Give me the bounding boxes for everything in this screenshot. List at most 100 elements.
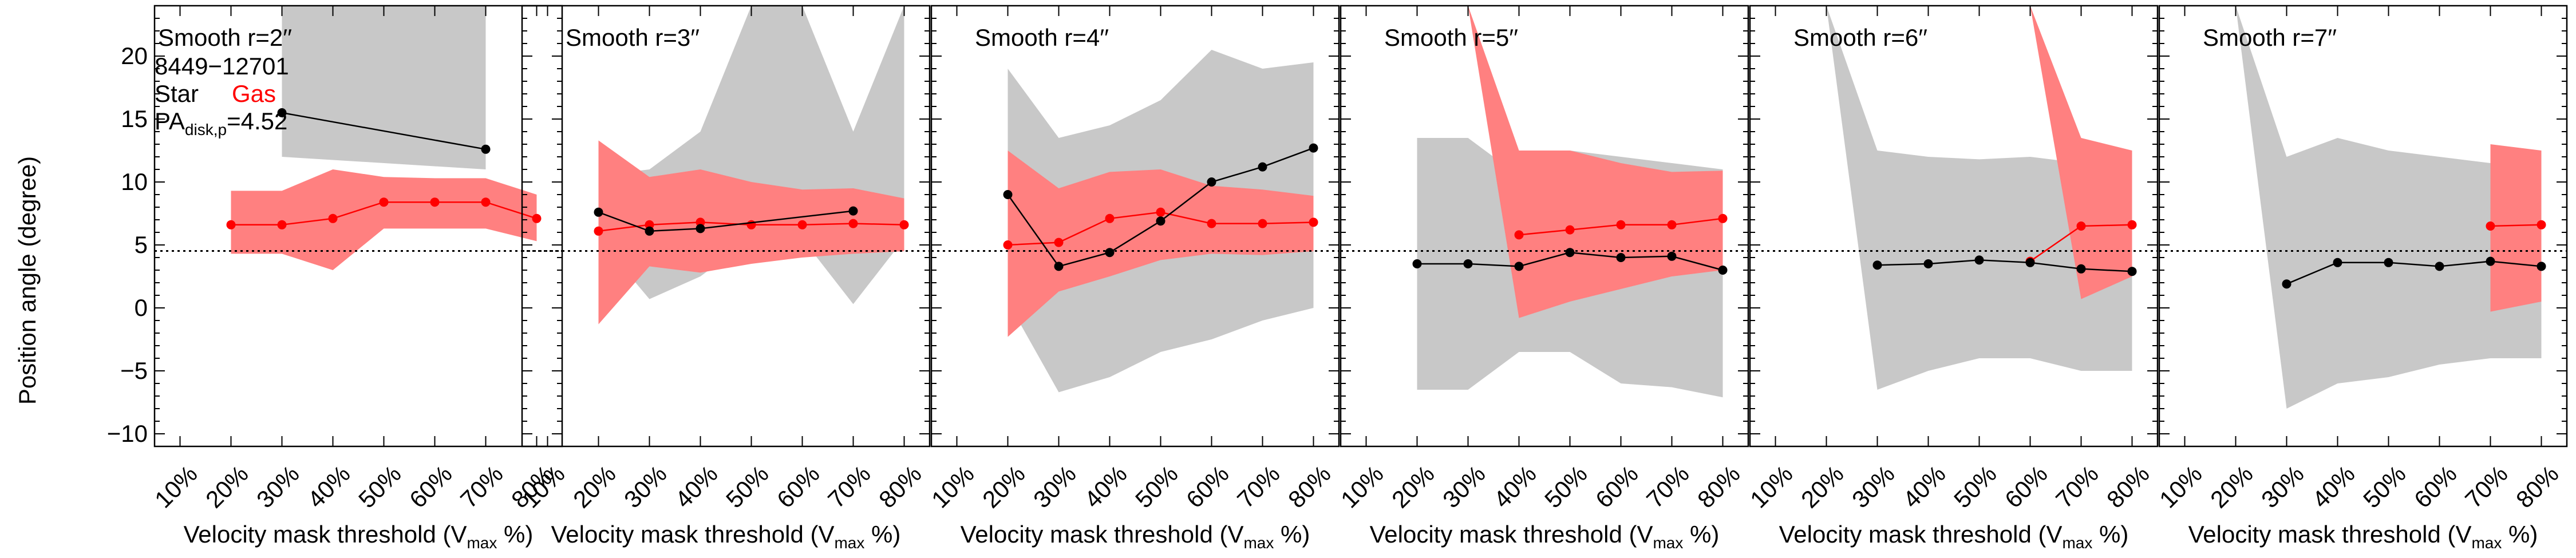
panel-2-gas-point [899, 220, 909, 229]
x-axis-title-sub: max [834, 534, 864, 552]
panel-3-x-tick-label: 30% [1028, 460, 1081, 513]
x-axis-title-sub: max [467, 534, 497, 552]
panel-6-x-tick-label: 80% [2511, 460, 2564, 513]
panel-2-x-tick-label: 40% [670, 460, 723, 513]
panel-3-star-point [1258, 162, 1267, 172]
panel-1-gas-point [430, 197, 440, 207]
panel-1-gas-band [231, 169, 537, 270]
galaxy-id: 8449−12701 [155, 53, 289, 80]
panel-3-star-point [1054, 262, 1064, 271]
x-axis-title-end: %) [1274, 521, 1310, 548]
panel-4-gas-band [1468, 6, 1723, 318]
panel-6-star-point [2537, 262, 2546, 271]
panel-4-x-tick-label: 30% [1437, 460, 1491, 513]
panel-4-star-point [1616, 253, 1626, 262]
panel-5-star-point [1974, 255, 1984, 265]
x-axis-title-sub: max [2471, 534, 2502, 552]
panel-6-x-tick-label: 20% [2205, 460, 2258, 513]
panel-1-x-tick-label: 60% [404, 460, 457, 513]
panel-4-x-tick-label: 50% [1539, 460, 1593, 513]
panel-3-title: Smooth r=4′′ [975, 24, 1109, 51]
panel-1-x-axis-title: Velocity mask threshold (Vmax %) [184, 521, 534, 552]
panel-3-gas-point [1105, 213, 1115, 223]
panel-3-gas-point [1054, 238, 1064, 247]
panel-1-x-tick-label: 10% [149, 460, 203, 513]
panel-5: 10%20%30%40%50%60%70%80% Smooth r=6′′ Velo… [1745, 5, 2159, 552]
legend-star-label: Star [155, 80, 199, 107]
panel-4-x-axis-title: Velocity mask threshold (Vmax %) [1370, 521, 1720, 552]
panel-1-title: Smooth r=2′′ [158, 24, 292, 51]
panel-1-x-tick-label: 40% [302, 460, 355, 513]
panel-5-gas-point [2127, 220, 2137, 229]
panel-6: 10%20%30%40%50%60%70%80% Smooth r=7′′ Velo… [2154, 5, 2568, 552]
panel-4-plot-area [1341, 6, 1748, 398]
panel-2-gas-point [746, 220, 756, 229]
panel-4-star-point [1565, 248, 1575, 258]
x-axis-title-main: Velocity mask threshold (V [961, 521, 1244, 548]
panel-1-gas-point [532, 213, 542, 223]
panel-4-star-point [1463, 259, 1473, 268]
panel-3-gas-point [1003, 240, 1013, 250]
panel-3-gas-point [1258, 219, 1267, 228]
panel-4-x-tick-label: 60% [1590, 460, 1643, 513]
panel-5-gas-point [2076, 221, 2086, 231]
x-axis-title-main: Velocity mask threshold (V [551, 521, 835, 548]
x-axis-title-end: %) [1683, 521, 1719, 548]
panel-1-x-tick-label: 70% [455, 460, 508, 513]
panel-1-star-band [282, 6, 486, 169]
panel-2-gas-point [594, 226, 603, 236]
panel-2-x-tick-label: 60% [772, 460, 825, 513]
y-tick-label: −5 [120, 357, 148, 384]
panel-6-gas-point [2486, 221, 2495, 231]
y-tick-label: 20 [121, 42, 148, 69]
pa-main: PA [155, 108, 185, 134]
panel-3-x-tick-label: 80% [1283, 460, 1336, 513]
panel-6-x-tick-label: 60% [2409, 460, 2462, 513]
panel-6-star-band [2235, 6, 2542, 409]
panel-6-gas-point [2537, 220, 2546, 229]
panel-2-gas-band [598, 140, 904, 324]
x-axis-title-end: %) [864, 521, 900, 548]
panel-5-frame [1749, 5, 2159, 448]
panel-2-gas-point [797, 220, 807, 229]
panel-4-star-point [1412, 259, 1422, 268]
panel-3-frame [930, 5, 1340, 448]
panel-6-star-point [2435, 262, 2444, 271]
panel-1-frame [153, 5, 563, 448]
panel-5-x-tick-label: 40% [1898, 460, 1951, 513]
panel-3-star-point [1003, 190, 1013, 199]
panel-2-frame [521, 5, 931, 448]
panel-4-gas-point [1514, 230, 1524, 240]
panel-6-gas-band [2490, 144, 2542, 312]
y-tick-label: −10 [107, 420, 148, 447]
panel-2-x-tick-label: 50% [721, 460, 774, 513]
pa-sub: disk,p [185, 121, 227, 138]
panel-4-x-tick-label: 40% [1488, 460, 1542, 513]
panel-2-x-tick-label: 20% [568, 460, 621, 513]
x-axis-title-sub: max [1653, 534, 1683, 552]
panel-6-gas-line [2490, 224, 2542, 227]
panel-4-gas-point [1718, 213, 1728, 223]
panel-6-star-point [2282, 279, 2291, 289]
panel-4-x-tick-label: 80% [1692, 460, 1745, 513]
pa-disk-label: PAdisk,p=4.52 [155, 108, 287, 138]
panel-4-gas-point [1565, 225, 1575, 235]
panel-6-star-point [2486, 256, 2495, 266]
panel-5-star-point [2127, 267, 2137, 276]
panel-3-x-tick-label: 10% [926, 460, 979, 513]
panel-4-star-point [1514, 262, 1524, 271]
panel-1-gas-point [481, 197, 491, 207]
panel-6-x-tick-label: 70% [2460, 460, 2513, 513]
x-axis-title-main: Velocity mask threshold (V [1779, 521, 2063, 548]
panel-1-plot-area [155, 6, 562, 270]
panel-1-gas-point [226, 220, 236, 229]
panel-3-gas-band [1008, 151, 1314, 337]
panel-6-star-point [2384, 258, 2393, 267]
panel-5-x-tick-label: 30% [1847, 460, 1900, 513]
panel-1-x-tick-label: 30% [251, 460, 305, 513]
panel-6-frame [2158, 5, 2568, 448]
panel-2-star-point [645, 226, 654, 236]
panel-3-gas-point [1207, 219, 1216, 228]
panel-2-star-point [848, 206, 858, 216]
panel-1-x-tick-label: 20% [200, 460, 254, 513]
